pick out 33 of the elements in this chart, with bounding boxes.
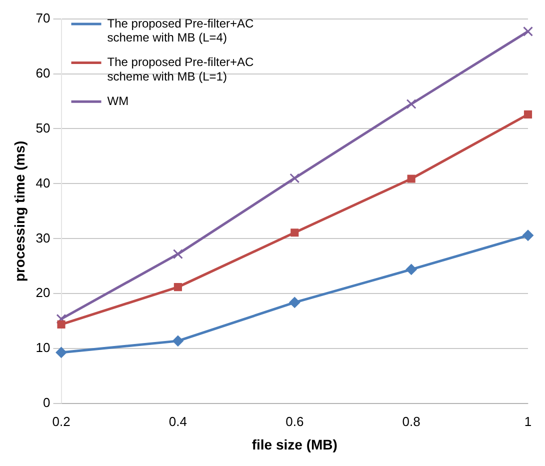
x-tick-label: 0.4 xyxy=(168,414,187,429)
y-tick-label: 40 xyxy=(36,175,50,190)
x-tick-label: 0.6 xyxy=(286,414,304,429)
point xyxy=(172,249,183,260)
point xyxy=(406,264,417,275)
x-tick-label: 0.8 xyxy=(402,414,420,429)
point xyxy=(289,296,300,308)
y-tick-label: 10 xyxy=(36,340,50,356)
y-tick-label: 20 xyxy=(36,285,50,300)
point xyxy=(406,99,416,109)
point xyxy=(522,230,534,241)
legend-label: WM xyxy=(107,94,129,108)
point xyxy=(56,346,67,358)
point xyxy=(174,283,182,292)
y-axis-title: processing time (ms) xyxy=(11,140,28,282)
point xyxy=(407,174,416,183)
point xyxy=(57,320,66,328)
legend-label: The proposed Pre-filter+AC scheme with MB (L=4) xyxy=(107,16,254,45)
y-tick-label: 0 xyxy=(43,395,50,410)
point xyxy=(172,335,184,346)
point xyxy=(290,228,299,237)
point xyxy=(290,173,300,184)
x-tick-label: 0.2 xyxy=(52,414,70,429)
x-axis-title: file size (MB) xyxy=(252,436,338,452)
legend-label: The proposed Pre-filter+AC scheme with MB (L=1) xyxy=(107,55,254,84)
point xyxy=(524,110,532,118)
x-tick-label: 1 xyxy=(524,414,532,429)
y-tick-label: 30 xyxy=(36,230,50,246)
y-tick-label: 60 xyxy=(36,65,50,80)
point xyxy=(56,314,66,324)
point xyxy=(523,26,533,36)
y-tick-label: 50 xyxy=(36,120,50,136)
y-tick-label: 70 xyxy=(36,10,50,26)
